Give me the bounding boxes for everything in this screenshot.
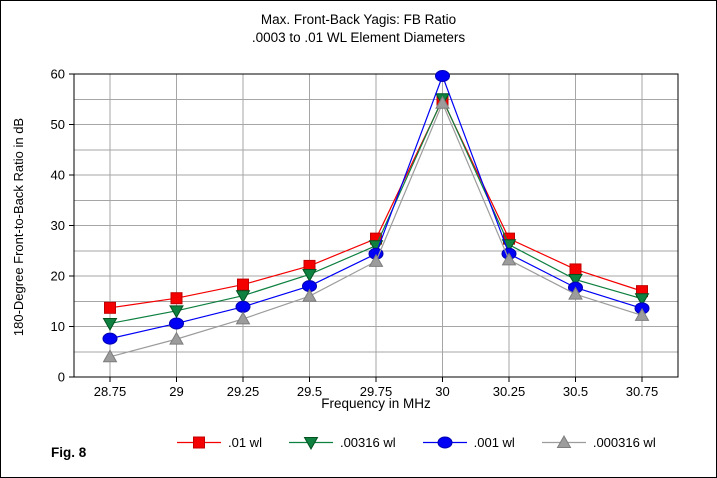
legend-item-000316-wl: .000316 wl: [541, 435, 656, 450]
y-axis-label: 180-Degree Front-to-Back Ratio in dB: [11, 117, 26, 337]
y-tick-label: 30: [51, 218, 65, 233]
chart-subtitle: .0003 to .01 WL Element Diameters: [251, 30, 466, 45]
legend-item-00316-wl: .00316 wl: [288, 435, 396, 450]
gridlines: [74, 74, 678, 377]
legend-label: .000316 wl: [592, 435, 656, 450]
triangle-down-legend-marker-icon: [288, 437, 333, 450]
x-tick-label: 30.5: [563, 384, 588, 399]
chart-title-block: Max. Front-Back Yagis: FB Ratio .0003 to…: [1, 11, 716, 47]
x-tick-label: 29: [169, 384, 183, 399]
x-tick-label: 30.25: [493, 384, 526, 399]
figure-number-label: Fig. 8: [51, 445, 87, 460]
axes: 0 10 20 30 40 50 60 28.75 29 29.25 29.5 29.75 30 30.2…: [51, 67, 679, 399]
chart-title: Max. Front-Back Yagis: FB Ratio: [260, 12, 457, 27]
series-000316-wl: [102, 95, 650, 363]
y-tick-label: 0: [58, 370, 65, 385]
x-tick-label: 29.5: [297, 384, 322, 399]
x-tick-label: 30: [435, 384, 449, 399]
legend-label: .01 wl: [228, 435, 262, 450]
y-tick-label: 50: [51, 117, 65, 132]
y-tick-label: 10: [51, 319, 65, 334]
triangle-up-legend-marker-icon: [541, 435, 586, 448]
chart-legend: .01 wl .00316 wl .001 wl .000316 wl: [177, 435, 656, 450]
square-legend-marker-icon: [177, 436, 221, 449]
x-axis-label: Frequency in MHz: [321, 396, 431, 411]
legend-item-001-wl: .001 wl: [422, 435, 515, 450]
legend-label: .00316 wl: [339, 435, 396, 450]
x-tick-label: 29.75: [360, 384, 393, 399]
legend-label: .001 wl: [473, 435, 515, 450]
x-tick-label: 30.75: [626, 384, 659, 399]
y-tick-label: 40: [51, 168, 65, 183]
x-tick-label: 28.75: [94, 384, 127, 399]
circle-legend-marker-icon: [422, 436, 467, 449]
y-tick-label: 20: [51, 269, 65, 284]
legend-item-01-wl: .01 wl: [177, 435, 262, 450]
x-tick-label: 29.25: [227, 384, 260, 399]
y-tick-label: 60: [51, 67, 65, 82]
